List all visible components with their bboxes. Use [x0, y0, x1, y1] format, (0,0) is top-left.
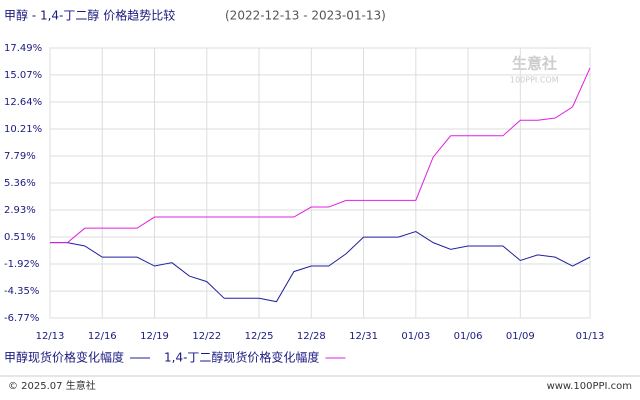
footer-left: © 2025.07 生意社	[8, 379, 96, 392]
watermark: 生意社	[512, 55, 557, 73]
y-tick-label: -4.35%	[4, 286, 39, 297]
x-tick-label: 12/13	[36, 331, 65, 342]
y-tick-label: 0.51%	[4, 232, 36, 243]
footer-right: www.100PPI.com	[547, 381, 632, 392]
series-line	[50, 67, 591, 244]
y-tick-label: 5.36%	[4, 178, 36, 189]
x-tick-label: 12/28	[297, 331, 326, 342]
x-tick-label: 01/03	[401, 331, 430, 342]
legend-label: 1,4-丁二醇现货价格变化幅度	[164, 350, 319, 365]
y-tick-label: 15.07%	[4, 70, 42, 81]
x-tick-label: 12/31	[349, 331, 378, 342]
chart-title: 甲醇 - 1,4-丁二醇 价格趋势比较	[4, 8, 175, 23]
x-tick-label: 01/13	[576, 331, 605, 342]
x-tick-label: 01/09	[506, 331, 535, 342]
legend-label: 甲醇现货价格变化幅度	[4, 350, 124, 365]
y-tick-label: -6.77%	[4, 313, 39, 324]
chart-subtitle: (2022-12-13 - 2023-01-13)	[225, 9, 386, 23]
y-tick-label: 12.64%	[4, 97, 42, 108]
x-tick-label: 12/19	[140, 331, 169, 342]
series-line	[50, 230, 591, 303]
x-tick-label: 01/06	[454, 331, 483, 342]
x-tick-label: 12/22	[192, 331, 221, 342]
y-tick-label: 7.79%	[4, 151, 36, 162]
y-tick-label: 17.49%	[4, 43, 42, 54]
y-tick-label: -1.92%	[4, 259, 39, 270]
x-tick-label: 12/25	[245, 331, 274, 342]
watermark: 100PPI.COM	[510, 76, 559, 85]
x-tick-label: 12/16	[88, 331, 117, 342]
y-tick-label: 2.93%	[4, 205, 36, 216]
y-tick-label: 10.21%	[4, 124, 42, 135]
